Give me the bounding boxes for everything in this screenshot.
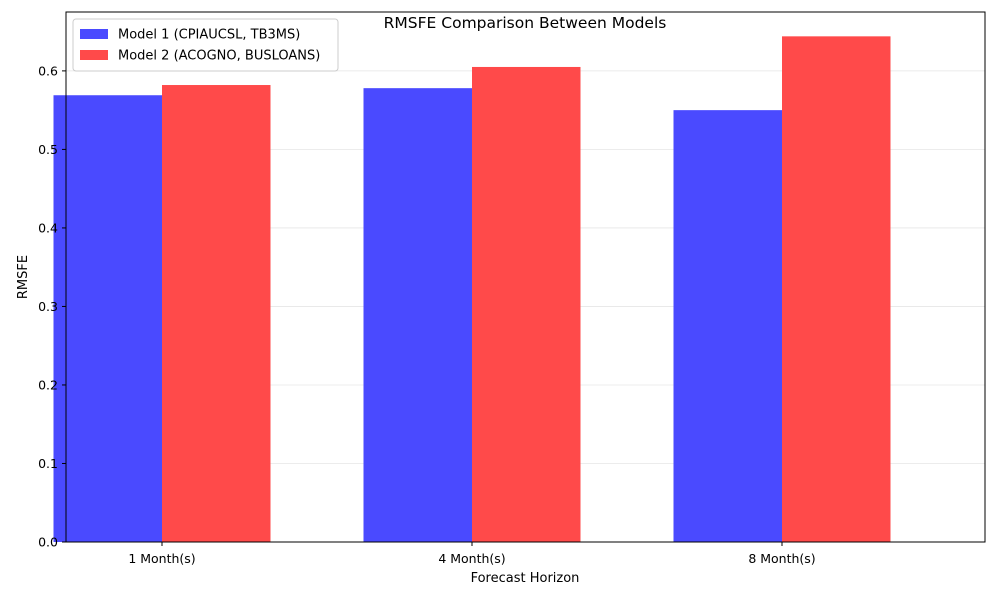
bar-1-2	[363, 88, 472, 542]
legend-label-1: Model 1 (CPIAUCSL, TB3MS)	[118, 28, 300, 43]
y-tick-label: 0.6	[38, 63, 58, 78]
y-tick-label: 0.5	[38, 142, 58, 157]
bar-1-3	[673, 110, 782, 543]
bar-2-1	[162, 85, 271, 543]
legend-label-2: Model 2 (ACOGNO, BUSLOANS)	[118, 49, 320, 64]
x-tick-label: 4 Month(s)	[438, 551, 505, 566]
legend-box	[72, 18, 339, 72]
y-tick-label: 0.3	[38, 299, 58, 314]
x-tick-label: 8 Month(s)	[748, 551, 815, 566]
y-tick-label: 0.0	[38, 535, 58, 550]
bar-2-3	[782, 36, 891, 543]
x-axis-ticks: 1 Month(s) 4 Month(s) 8 Month(s)	[128, 542, 816, 566]
y-axis-label: RMSFE	[16, 255, 31, 299]
plot-frame	[65, 11, 986, 543]
bar-2-2	[472, 66, 581, 543]
bars	[53, 36, 891, 543]
x-tick-label: 1 Month(s)	[128, 551, 195, 566]
y-tick-label: 0.4	[38, 220, 58, 235]
y-tick-label: 0.2	[38, 377, 58, 392]
y-axis-ticks: 0.0 0.1 0.2 0.3 0.4 0.5 0.6	[38, 63, 66, 550]
legend-swatch-2	[80, 50, 108, 60]
legend-swatch-1	[80, 29, 108, 39]
chart-title: RMSFE Comparison Between Models	[384, 14, 667, 32]
x-axis-label: Forecast Horizon	[471, 571, 580, 586]
legend: Model 1 (CPIAUCSL, TB3MS) Model 2 (ACOGNO…	[72, 18, 339, 72]
bar-1-1	[53, 95, 162, 543]
y-tick-label: 0.1	[38, 456, 58, 471]
